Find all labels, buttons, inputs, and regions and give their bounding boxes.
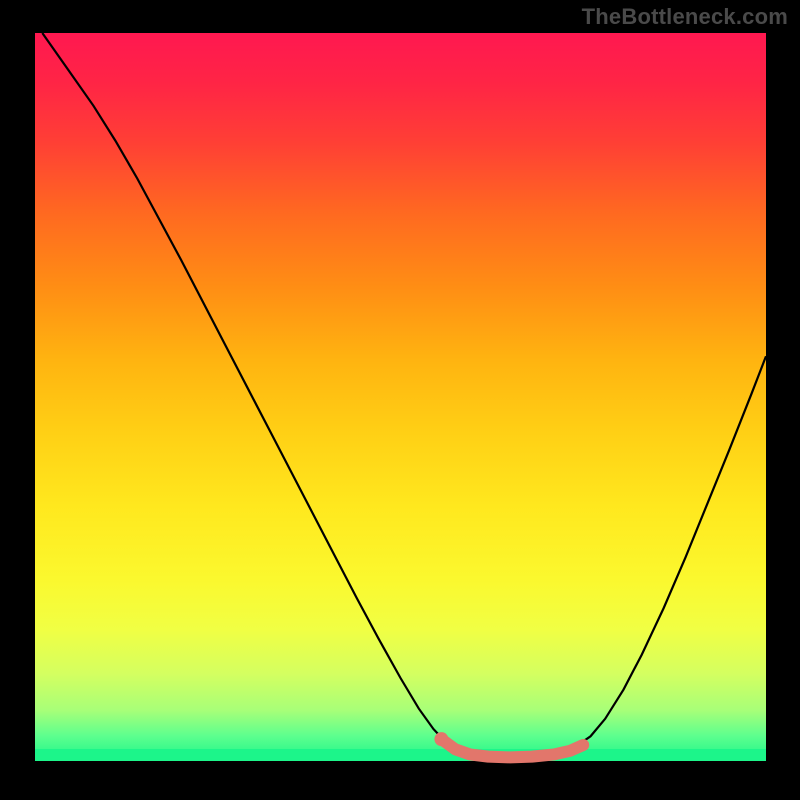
highlight-start-dot bbox=[434, 732, 448, 746]
watermark-text: TheBottleneck.com bbox=[582, 4, 788, 30]
bottleneck-chart-svg bbox=[0, 0, 800, 800]
chart-container: TheBottleneck.com bbox=[0, 0, 800, 800]
optimal-zone-stripe bbox=[35, 749, 766, 761]
plot-background bbox=[35, 33, 766, 761]
